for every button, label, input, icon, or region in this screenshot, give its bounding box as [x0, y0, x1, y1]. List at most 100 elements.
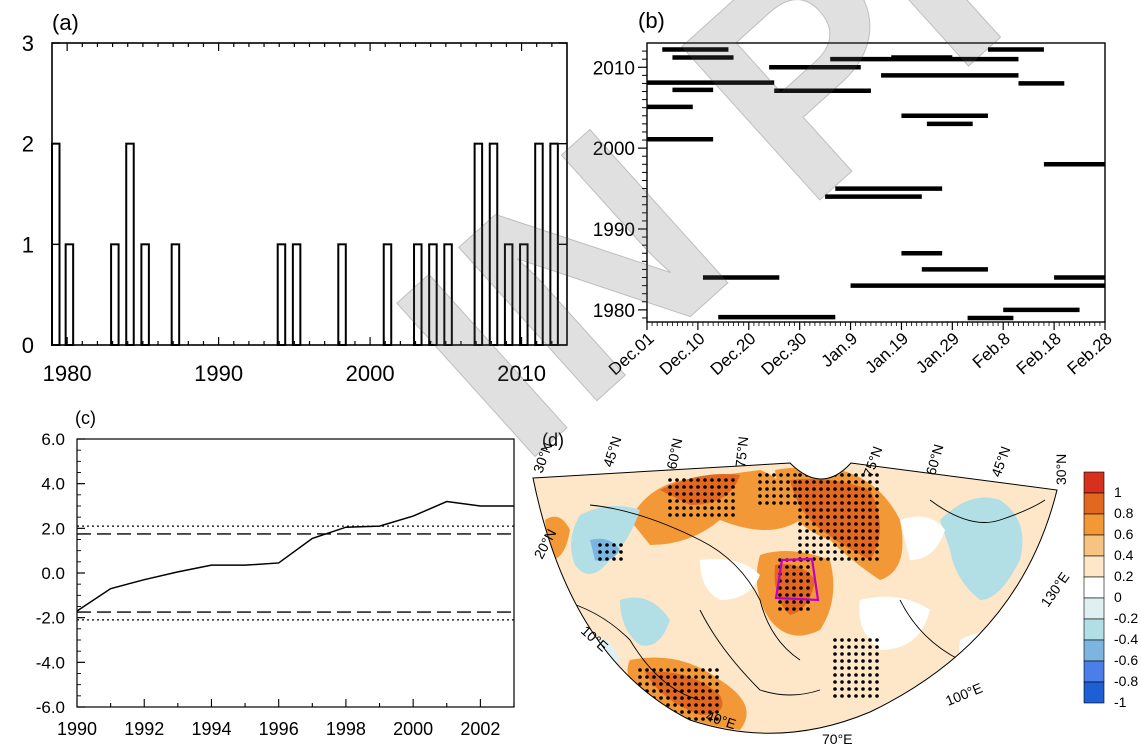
significance-dot — [833, 652, 837, 656]
significance-dot — [840, 652, 844, 656]
significance-dot — [708, 696, 712, 700]
significance-dot — [779, 473, 783, 477]
significance-dot — [687, 675, 691, 679]
significance-dot — [659, 717, 663, 721]
significance-dot — [792, 607, 796, 611]
significance-dot — [875, 659, 879, 663]
colorbar-tick-label: -0.4 — [1114, 631, 1138, 647]
significance-dot — [708, 668, 712, 672]
significance-dot — [758, 473, 762, 477]
panel-c-line-chart: -6.0 -4.0 -2.0 0.0 2.0 4.0 6.0 1990 1992 1994 1996… — [36, 430, 515, 739]
significance-dot — [875, 645, 879, 649]
y-tick-label: 0 — [22, 333, 34, 358]
anomaly-region — [900, 516, 945, 560]
significance-dot — [765, 501, 769, 505]
significance-dot — [875, 680, 879, 684]
significance-dot — [798, 473, 802, 477]
significance-dot — [619, 557, 623, 561]
significance-dot — [701, 696, 705, 700]
significance-dot — [793, 501, 797, 505]
significance-dot — [854, 529, 858, 533]
map-box — [774, 557, 820, 602]
significance-dot — [805, 529, 809, 533]
significance-dot — [819, 557, 823, 561]
significance-dot — [935, 709, 939, 713]
significance-dot — [605, 557, 609, 561]
significance-dot — [847, 494, 851, 498]
significance-dot — [875, 480, 879, 484]
panel-b-label: (b) — [638, 8, 665, 33]
significance-dot — [949, 716, 953, 720]
significance-dot — [805, 501, 809, 505]
x-tick-label: Jan.19 — [861, 329, 912, 377]
significance-dot — [847, 543, 851, 547]
significance-dot — [666, 668, 670, 672]
significance-dot — [666, 696, 670, 700]
significance-dot — [935, 702, 939, 706]
significance-dot — [786, 494, 790, 498]
significance-dot — [826, 522, 830, 526]
significance-dot — [854, 550, 858, 554]
x-tick-label: 1998 — [326, 719, 366, 739]
significance-dot — [833, 522, 837, 526]
significance-dot — [875, 487, 879, 491]
significance-dot — [805, 508, 809, 512]
significance-dot — [875, 673, 879, 677]
significance-dot — [645, 703, 649, 707]
significance-dot — [806, 572, 810, 576]
significance-dot — [798, 487, 802, 491]
significance-dot — [798, 480, 802, 484]
significance-dot — [868, 680, 872, 684]
significance-dot — [694, 703, 698, 707]
significance-dot — [694, 710, 698, 714]
significance-dot — [710, 513, 714, 517]
significance-dot — [645, 675, 649, 679]
panel-d-label: (d) — [542, 430, 564, 450]
significance-dot — [703, 478, 707, 482]
significance-dot — [819, 543, 823, 547]
significance-dot — [868, 508, 872, 512]
significance-dot — [758, 501, 762, 505]
significance-dot — [826, 529, 830, 533]
map-outline — [532, 462, 1058, 734]
significance-dot — [680, 696, 684, 700]
significance-dot — [847, 694, 851, 698]
significance-dot — [861, 673, 865, 677]
significance-dot — [786, 501, 790, 505]
significance-dot — [701, 703, 705, 707]
significance-dot — [826, 480, 830, 484]
significance-dot — [819, 501, 823, 505]
coastline — [929, 499, 1046, 523]
x-tick-label: 1992 — [124, 719, 164, 739]
significance-dot — [715, 675, 719, 679]
significance-dot — [717, 513, 721, 517]
coastline — [699, 609, 821, 696]
anomaly-region — [859, 596, 930, 650]
significance-dot — [928, 702, 932, 706]
significance-dot — [696, 499, 700, 503]
significance-dot — [840, 529, 844, 533]
significance-dot — [638, 696, 642, 700]
significance-dot — [772, 473, 776, 477]
significance-dot — [785, 607, 789, 611]
significance-dot — [826, 550, 830, 554]
significance-dot — [687, 682, 691, 686]
significance-dot — [673, 682, 677, 686]
significance-dot — [847, 557, 851, 561]
significance-dot — [666, 717, 670, 721]
y-tick-label: 1990 — [593, 220, 635, 241]
significance-dot — [812, 494, 816, 498]
significance-dot — [868, 522, 872, 526]
anomaly-region — [790, 478, 880, 560]
significance-dot — [875, 522, 879, 526]
significance-dot — [861, 522, 865, 526]
colorbar-swatch — [1083, 471, 1105, 494]
significance-dot — [847, 687, 851, 691]
significance-dot — [772, 487, 776, 491]
significance-dot — [786, 487, 790, 491]
bar — [140, 243, 150, 346]
map-lat-label: 60°N — [663, 437, 685, 471]
significance-dot — [758, 487, 762, 491]
significance-dot — [868, 529, 872, 533]
